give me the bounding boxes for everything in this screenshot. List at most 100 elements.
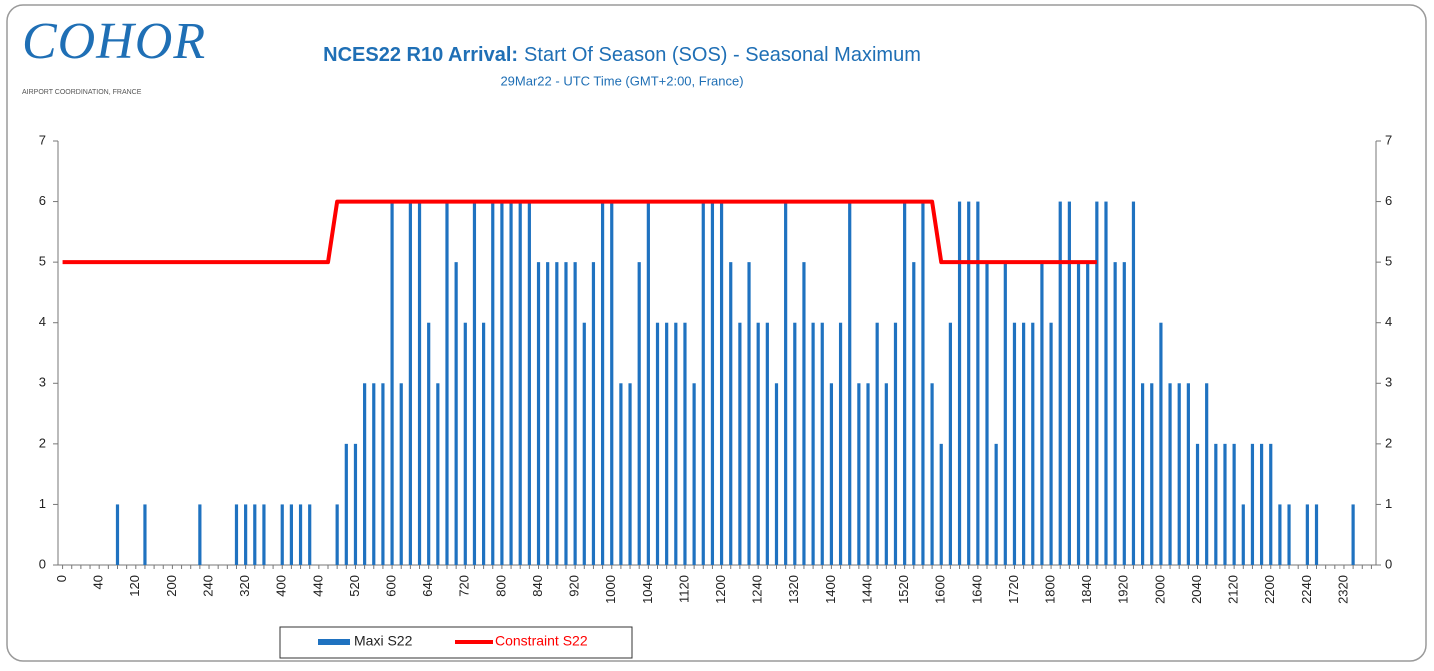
- x-tick-label: 840: [530, 575, 545, 597]
- bar: [463, 322, 467, 565]
- y2-tick-label: 2: [1385, 435, 1392, 450]
- bar: [390, 201, 394, 566]
- bar: [1250, 443, 1255, 565]
- bar: [353, 443, 358, 565]
- x-tick-label: 1040: [640, 575, 655, 604]
- bar: [234, 504, 239, 565]
- bar: [1232, 443, 1236, 565]
- bar: [820, 322, 824, 565]
- x-tick-label: 1000: [603, 575, 618, 604]
- bar: [1177, 383, 1181, 565]
- bar: [930, 383, 934, 565]
- x-tick-label: 1120: [676, 575, 691, 603]
- bar: [610, 201, 614, 566]
- bar: [344, 443, 348, 565]
- bar: [784, 201, 788, 566]
- bar: [454, 262, 458, 565]
- y2-tick-label: 0: [1385, 556, 1392, 571]
- x-tick-label: 1840: [1079, 575, 1094, 604]
- bar: [1159, 322, 1163, 565]
- bar: [427, 322, 431, 565]
- bar: [1287, 504, 1291, 565]
- bar: [253, 504, 257, 565]
- bar: [912, 262, 916, 565]
- bar: [555, 262, 559, 565]
- logo: COHOR: [22, 13, 206, 70]
- bar: [600, 201, 605, 566]
- bar: [1122, 262, 1126, 565]
- bar: [1131, 201, 1136, 566]
- bar: [957, 201, 962, 566]
- bar: [335, 504, 339, 565]
- x-tick-label: 720: [457, 575, 472, 597]
- bar: [1269, 443, 1273, 565]
- frame: [6, 4, 1427, 662]
- bar: [729, 262, 733, 565]
- chart-subtitle: 29Mar22 - UTC Time (GMT+2:00, France): [500, 73, 743, 88]
- x-tick-label: 1200: [713, 575, 728, 604]
- bar: [1113, 262, 1117, 565]
- bar: [308, 504, 312, 565]
- y2-tick-label: 4: [1385, 314, 1392, 329]
- bar: [683, 322, 687, 565]
- x-tick-label: 1600: [933, 575, 948, 604]
- bar: [811, 322, 815, 565]
- bar: [244, 504, 248, 565]
- y2-tick-label: 3: [1385, 375, 1392, 390]
- bar: [591, 262, 596, 565]
- bar: [280, 504, 284, 565]
- bar: [143, 504, 147, 565]
- chart-title: NCES22 R10 Arrival: Start Of Season (SOS)…: [323, 44, 921, 66]
- bar: [1022, 322, 1026, 565]
- y-tick-label: 1: [39, 496, 46, 511]
- x-tick-label: 1440: [859, 575, 874, 604]
- bar: [408, 201, 412, 566]
- x-tick-label: 0: [54, 575, 69, 582]
- bar: [491, 201, 495, 566]
- bar: [363, 383, 367, 565]
- bar: [1351, 504, 1355, 565]
- y-tick-label: 4: [39, 314, 46, 329]
- bar: [417, 201, 422, 566]
- x-tick-label: 1640: [969, 575, 984, 604]
- bar: [1259, 443, 1264, 565]
- x-tick-label: 2000: [1152, 575, 1167, 604]
- bar: [665, 322, 669, 565]
- bar: [198, 504, 202, 565]
- y2-tick-label: 5: [1385, 254, 1392, 269]
- x-tick-label: 520: [347, 575, 362, 597]
- bar: [738, 322, 742, 565]
- bar: [1195, 443, 1200, 565]
- x-tick-label: 1800: [1043, 575, 1058, 604]
- legend-label: Constraint S22: [495, 633, 588, 649]
- legend-label: Maxi S22: [354, 633, 413, 649]
- bar: [1067, 201, 1071, 566]
- bar: [1186, 383, 1190, 565]
- bar: [500, 201, 504, 566]
- x-tick-label: 640: [420, 575, 435, 597]
- bar: [582, 322, 586, 565]
- x-tick-label: 920: [567, 575, 582, 597]
- x-tick-label: 1920: [1116, 575, 1131, 604]
- bar: [802, 262, 806, 565]
- x-tick-label: 1240: [750, 575, 765, 604]
- bar: [619, 383, 623, 565]
- bar: [1150, 383, 1154, 565]
- x-tick-label: 1320: [786, 575, 801, 604]
- x-tick-label: 1520: [896, 575, 911, 604]
- bar: [399, 383, 403, 565]
- x-tick-label: 2120: [1226, 575, 1241, 604]
- bar: [482, 322, 486, 565]
- bar: [939, 443, 943, 565]
- bar: [1241, 504, 1245, 565]
- bar: [756, 322, 760, 565]
- bar: [115, 504, 120, 565]
- bar: [893, 322, 898, 565]
- bar: [884, 383, 888, 565]
- bar: [793, 322, 797, 565]
- x-tick-label: 600: [384, 575, 399, 597]
- x-tick-label: 440: [310, 575, 325, 597]
- bar: [1076, 262, 1081, 565]
- y2-tick-label: 7: [1385, 132, 1392, 147]
- x-tick-label: 120: [127, 575, 142, 597]
